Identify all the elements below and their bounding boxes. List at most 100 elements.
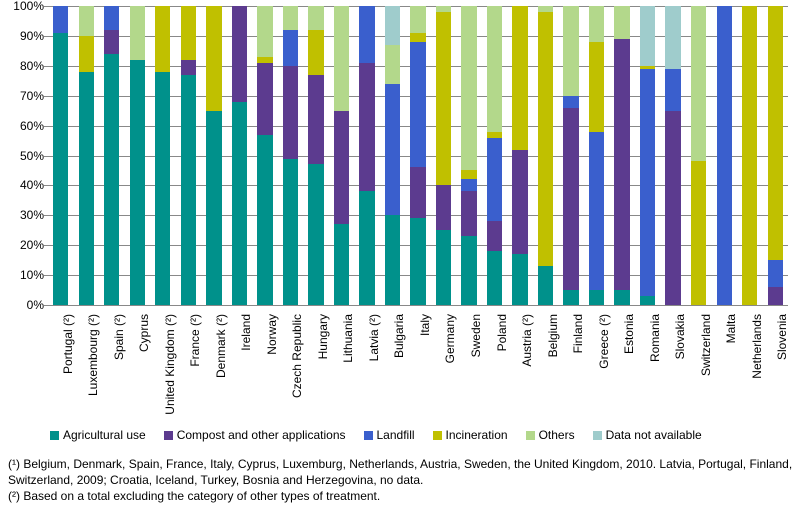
bar-segment-landfill [283,30,298,66]
bar-segment-others [563,6,578,96]
bar-segment-agri [283,159,298,306]
bar-slot [533,6,559,305]
bar [206,6,221,305]
legend-item: Others [526,428,575,442]
bar-segment-agri [232,102,247,305]
bar [385,6,400,305]
bar-segment-inciner [308,30,323,75]
legend-item: Agricultural use [50,428,146,442]
bar [614,6,629,305]
bar-segment-agri [563,290,578,305]
bar-segment-others [461,6,476,170]
bar-segment-landfill [104,6,119,30]
bar-segment-compost [308,75,323,165]
bar [538,6,553,305]
bar [665,6,680,305]
bar-segment-agri [589,290,604,305]
bar-slot [99,6,125,305]
bar-segment-compost [257,63,272,135]
bar-segment-landfill [487,138,502,222]
bar-segment-others [308,6,323,30]
bar-segment-others [130,6,145,60]
y-tick-label: 90% [2,29,44,43]
bar-segment-landfill [640,69,655,296]
bar-segment-agri [461,236,476,305]
bar-slot [303,6,329,305]
legend-label: Others [539,428,575,442]
legend-label: Incineration [446,428,508,442]
bar [130,6,145,305]
legend-item: Data not available [593,428,702,442]
bar-segment-compost [181,60,196,75]
bar [717,6,732,305]
bar-segment-others [385,45,400,84]
bar-segment-others [589,6,604,42]
bar-slot [48,6,74,305]
bar-segment-compost [768,287,783,305]
bar-slot [507,6,533,305]
bar-segment-na [665,6,680,69]
bar-slot [609,6,635,305]
bar [359,6,374,305]
y-tick-label: 50% [2,149,44,163]
bar-slot [635,6,661,305]
bar [410,6,425,305]
bar [53,6,68,305]
bar-slot [74,6,100,305]
footnotes: (¹) Belgium, Denmark, Spain, France, Ita… [8,456,796,505]
y-tick-label: 80% [2,59,44,73]
bar-segment-landfill [385,84,400,216]
bar-segment-inciner [410,33,425,42]
legend-item: Compost and other applications [164,428,346,442]
bar [563,6,578,305]
bar-segment-others [79,6,94,36]
bar-segment-agri [538,266,553,305]
bar-slot [482,6,508,305]
legend-swatch [50,431,59,440]
bar-slot [201,6,227,305]
bar-segment-others [410,6,425,33]
bar [589,6,604,305]
bar [436,6,451,305]
bar-segment-landfill [589,132,604,290]
legend-label: Data not available [606,428,702,442]
bar-segment-inciner [768,6,783,260]
bar-segment-others [257,6,272,57]
bar-segment-inciner [691,161,706,305]
bar-slot [584,6,610,305]
y-tick-label: 70% [2,89,44,103]
bar-segment-agri [181,75,196,305]
legend-item: Landfill [364,428,415,442]
bar [512,6,527,305]
bar-segment-landfill [563,96,578,108]
bar-segment-inciner [512,6,527,150]
bar-slot [686,6,712,305]
bar-segment-compost [563,108,578,290]
bar-segment-compost [512,150,527,255]
bar-segment-agri [359,191,374,305]
bar-segment-inciner [181,6,196,60]
bar-segment-agri [436,230,451,305]
bar-slot [125,6,151,305]
y-tick-label: 0% [2,298,44,312]
bar-segment-na [385,6,400,45]
bar-segment-na [640,6,655,66]
bar [79,6,94,305]
bar-segment-agri [130,60,145,305]
y-tick-label: 10% [2,268,44,282]
bar-slot [737,6,763,305]
bar-slot [660,6,686,305]
bar-slot [558,6,584,305]
bar-segment-compost [487,221,502,251]
bar-segment-agri [512,254,527,305]
legend-label: Agricultural use [63,428,146,442]
bar-segment-compost [359,63,374,192]
bar-segment-agri [206,111,221,305]
legend-label: Landfill [377,428,415,442]
bar [334,6,349,305]
bar-segment-agri [104,54,119,305]
bar [181,6,196,305]
bar-slot [762,6,788,305]
bar-segment-compost [334,111,349,225]
bar [768,6,783,305]
